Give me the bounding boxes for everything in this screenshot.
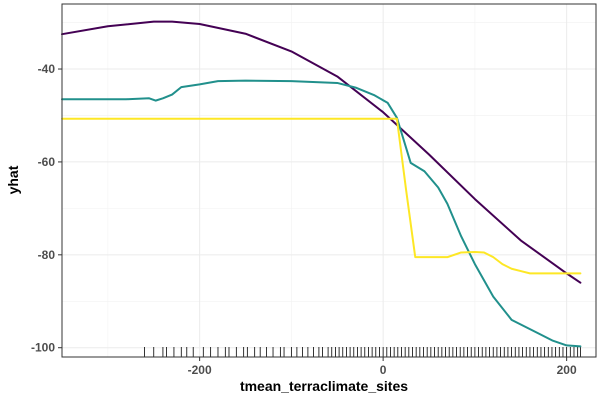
x-axis-title: tmean_terraclimate_sites	[240, 378, 408, 394]
x-tick-labels: -200 0 200	[188, 363, 577, 377]
x-tick-label: 0	[380, 363, 387, 377]
rug-marks	[61, 347, 581, 357]
series-lines	[61, 20, 582, 348]
y-tick-label: -100	[31, 341, 55, 355]
series-line-2	[61, 117, 582, 275]
series-line-0	[61, 20, 582, 284]
y-axis-title: yhat	[5, 165, 21, 194]
panel-border	[61, 3, 597, 358]
y-tick-label: -40	[38, 62, 56, 76]
series-line-1	[61, 79, 582, 348]
x-tick-label: 200	[557, 363, 577, 377]
axis-ticks	[58, 68, 568, 361]
x-tick-label: -200	[188, 363, 212, 377]
y-tick-label: -60	[38, 155, 56, 169]
grid-lines	[62, 4, 596, 357]
y-tick-label: -80	[38, 248, 56, 262]
y-tick-labels: -40 -60 -80 -100	[31, 62, 55, 355]
